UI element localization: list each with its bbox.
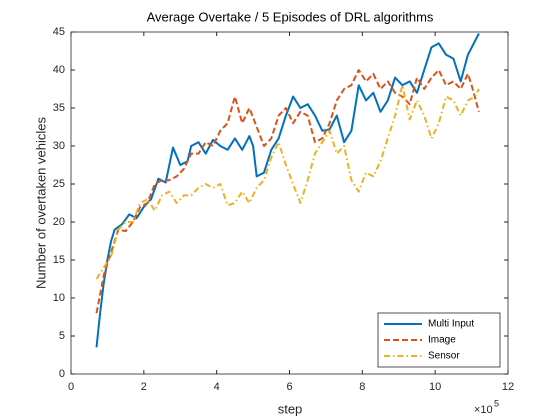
x-tick-label: 0 xyxy=(68,381,74,393)
y-tick-label: 5 xyxy=(59,330,65,342)
x-tick-label: 8 xyxy=(359,381,365,393)
x-tick-label: 10 xyxy=(429,381,441,393)
y-tick-label: 25 xyxy=(53,178,65,190)
legend-label: Multi Input xyxy=(428,319,474,330)
x-exponent-base: ×10 xyxy=(474,404,493,416)
y-tick-label: 0 xyxy=(59,368,65,380)
x-tick-label: 4 xyxy=(214,381,220,393)
x-axis-label: step xyxy=(278,401,303,416)
y-tick-label: 10 xyxy=(53,292,65,304)
x-tick-label: 12 xyxy=(502,381,514,393)
data-line xyxy=(95,84,480,280)
data-line xyxy=(95,69,480,314)
y-tick-label: 45 xyxy=(53,26,65,38)
chart-title: Average Overtake / 5 Episodes of DRL alg… xyxy=(147,9,434,24)
legend-label: Sensor xyxy=(428,351,460,362)
x-exponent: 5 xyxy=(494,398,499,408)
y-axis-label: Number of overtaken vehicles xyxy=(33,117,48,289)
y-tick-label: 15 xyxy=(53,254,65,266)
y-tick-label: 20 xyxy=(53,216,65,228)
y-tick-label: 35 xyxy=(53,102,65,114)
y-tick-label: 40 xyxy=(53,64,65,76)
legend-label: Image xyxy=(428,335,456,346)
x-tick-label: 6 xyxy=(286,381,292,393)
y-tick-label: 30 xyxy=(53,140,65,152)
x-tick-label: 2 xyxy=(141,381,147,393)
